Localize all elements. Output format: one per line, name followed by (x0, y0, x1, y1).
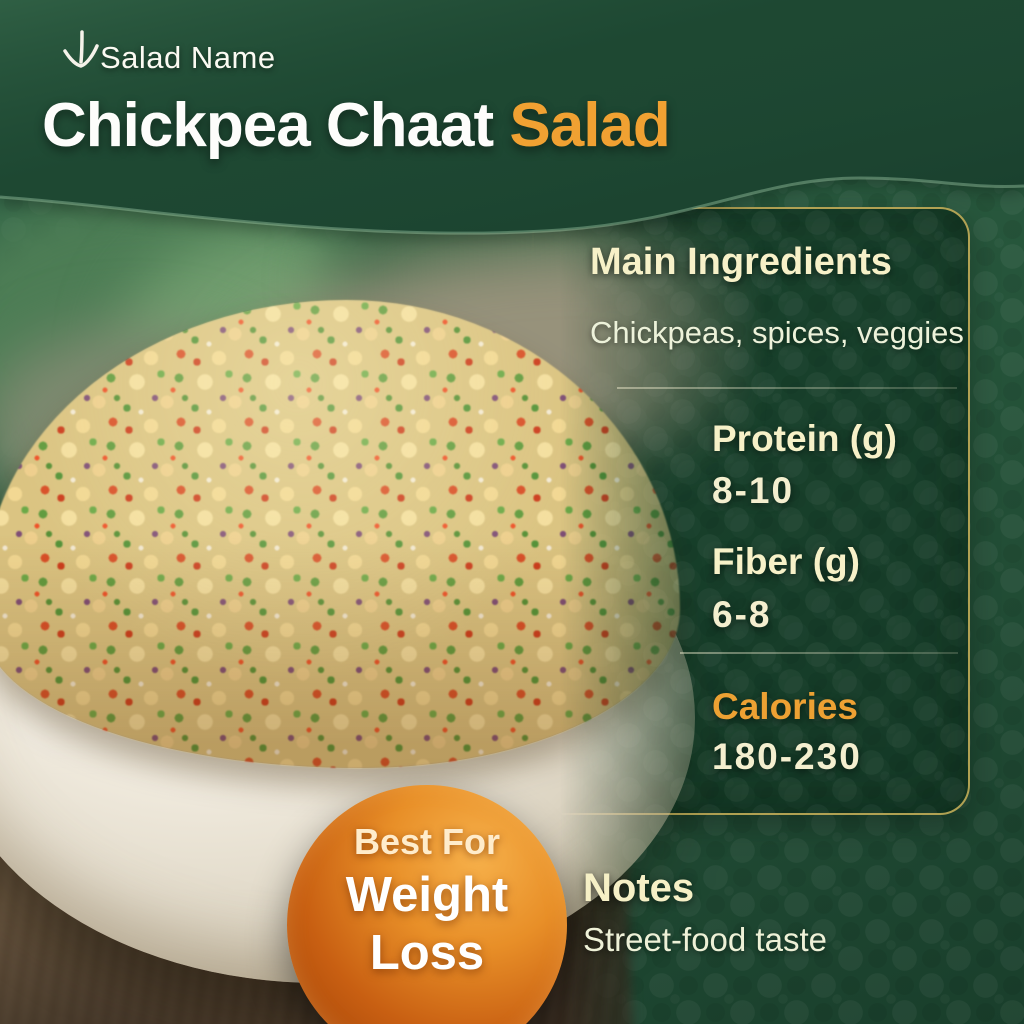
header: Salad Name Chickpea Chaat Salad (0, 0, 1024, 240)
divider (680, 652, 958, 654)
badge-line3: Loss (369, 926, 485, 980)
panel-heading: Main Ingredients (590, 241, 892, 283)
title-main: Chickpea Chaat (42, 91, 510, 160)
stat-fiber-label: Fiber (g) (712, 541, 860, 582)
chickpea-salad (0, 300, 680, 768)
panel-subheading: Chickpeas, spices, veggies (590, 315, 964, 350)
header-wave (0, 0, 1024, 235)
stats-panel-content: Main Ingredients Chickpeas, spices, vegg… (532, 207, 966, 811)
salad-shading (0, 300, 680, 768)
badge-line2: Weight (345, 868, 509, 922)
notes-text: Street-food taste (583, 921, 827, 958)
title-accent: Salad (509, 91, 670, 160)
stat-fiber-value: 6-8 (712, 594, 772, 635)
stat-protein-value: 8-10 (712, 470, 795, 511)
badge-line1: Best For (353, 821, 501, 862)
stat-protein-label: Protein (g) (712, 418, 897, 459)
page-title: Chickpea Chaat Salad (42, 90, 671, 161)
notes-section: Notes Street-food taste (583, 866, 827, 959)
divider (617, 387, 957, 389)
stat-calories-value: 180-230 (712, 736, 862, 777)
notes-heading: Notes (583, 866, 695, 910)
best-for-badge: Best For Weight Loss (287, 785, 567, 1024)
stat-calories-label: Calories (712, 686, 859, 727)
salad-photo (0, 174, 810, 1024)
brand-label: Salad Name (100, 40, 276, 75)
down-arrow-icon (63, 30, 99, 68)
